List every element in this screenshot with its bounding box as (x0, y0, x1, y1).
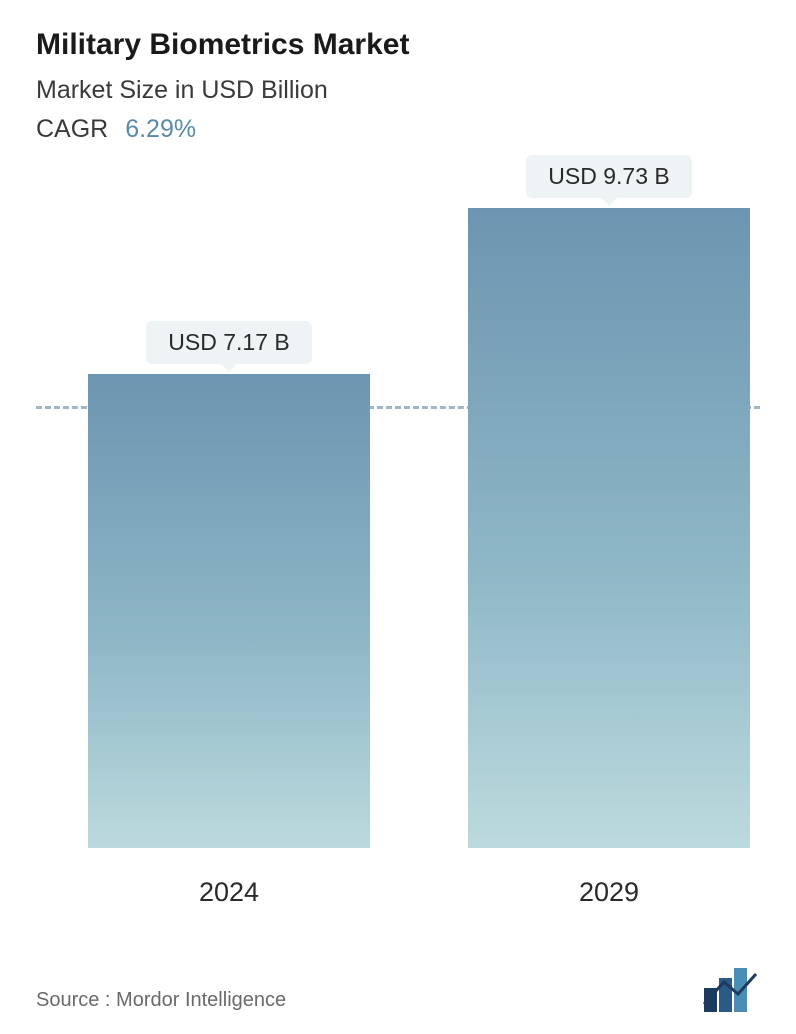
bar-group-2029: USD 9.73 B (468, 155, 750, 848)
bar-group-2024: USD 7.17 B (88, 321, 370, 848)
x-axis-labels: 2024 2029 (88, 877, 750, 908)
chart-title: Military Biometrics Market (36, 28, 760, 62)
chart-area: USD 7.17 B USD 9.73 B 2024 2029 (36, 188, 760, 908)
mordor-logo-icon (702, 968, 760, 1012)
value-badge-2024: USD 7.17 B (146, 321, 311, 364)
cagr-row: CAGR 6.29% (36, 115, 760, 144)
bars-row: USD 7.17 B USD 9.73 B (88, 208, 750, 848)
cagr-label: CAGR (36, 115, 108, 143)
cagr-value: 6.29% (125, 115, 196, 143)
chart-subtitle: Market Size in USD Billion (36, 76, 760, 105)
footer: Source : Mordor Intelligence (36, 968, 760, 1012)
x-label-2024: 2024 (88, 877, 370, 908)
x-label-2029: 2029 (468, 877, 750, 908)
bar-2029 (468, 208, 750, 848)
value-badge-2029: USD 9.73 B (526, 155, 691, 198)
source-text: Source : Mordor Intelligence (36, 989, 286, 1012)
bar-2024 (88, 374, 370, 848)
